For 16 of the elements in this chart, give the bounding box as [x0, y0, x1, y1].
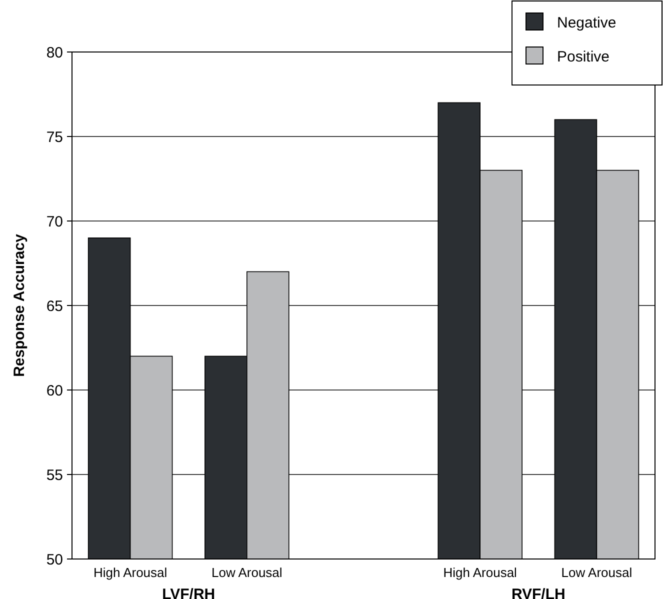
y-tick-label: 75	[46, 128, 63, 146]
legend-label: Negative	[557, 14, 616, 32]
y-tick-label: 65	[46, 298, 63, 315]
y-tick-label: 60	[46, 382, 63, 400]
y-axis-title: Response Accuracy	[11, 233, 28, 377]
x-tick-label: High Arousal	[93, 565, 168, 580]
y-tick-label: 50	[46, 551, 63, 568]
x-tick-label: High Arousal	[443, 565, 518, 580]
text: RVF/LH	[511, 586, 566, 599]
x-tick-label: Low Arousal	[561, 565, 632, 580]
x-tick-label: Low Arousal	[211, 565, 282, 580]
y-tick-label: 70	[46, 213, 63, 230]
legend-label: Positive	[557, 48, 610, 66]
text: LVF/RH	[162, 586, 216, 599]
y-tick-label: 80	[46, 44, 63, 62]
y-tick-label: 55	[46, 466, 63, 484]
